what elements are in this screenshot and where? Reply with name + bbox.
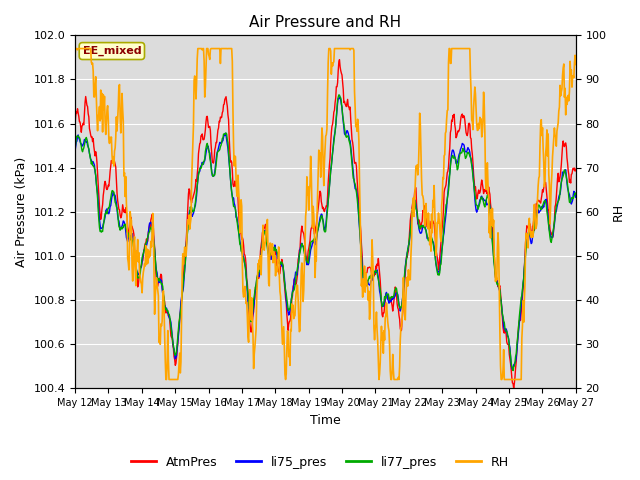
- Legend: AtmPres, li75_pres, li77_pres, RH: AtmPres, li75_pres, li77_pres, RH: [125, 451, 515, 474]
- Text: EE_mixed: EE_mixed: [83, 46, 141, 56]
- Y-axis label: RH: RH: [612, 203, 625, 221]
- X-axis label: Time: Time: [310, 414, 340, 427]
- Title: Air Pressure and RH: Air Pressure and RH: [250, 15, 401, 30]
- Y-axis label: Air Pressure (kPa): Air Pressure (kPa): [15, 156, 28, 267]
